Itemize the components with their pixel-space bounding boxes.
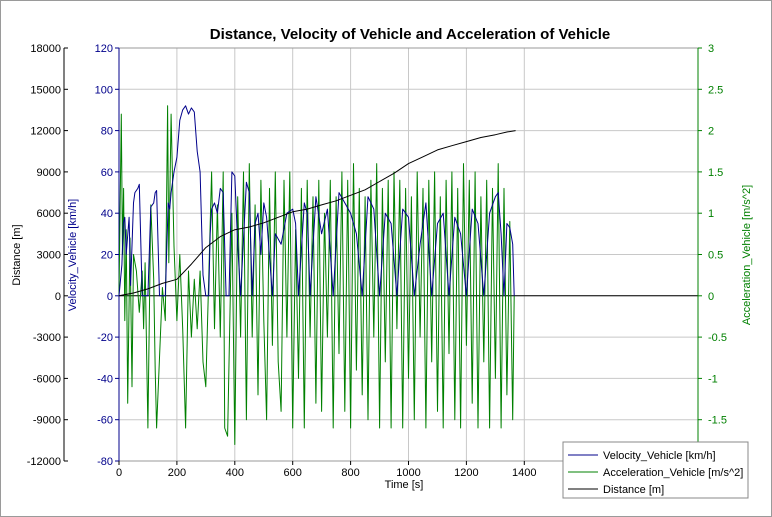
distance-tick-label: 18000 xyxy=(30,43,61,55)
acceleration-tick-label: 1.5 xyxy=(708,167,723,179)
chart-title: Distance, Velocity of Vehicle and Accele… xyxy=(210,26,610,43)
distance-axis-label: Distance [m] xyxy=(11,224,23,285)
velocity-tick-label: 0 xyxy=(107,291,113,303)
acceleration-tick-label: -1.5 xyxy=(708,415,727,427)
x-tick-label: 1000 xyxy=(396,467,420,479)
acceleration-tick-label: -0.5 xyxy=(708,332,727,344)
velocity-tick-label: 120 xyxy=(95,43,113,55)
velocity-axis-label: Velocity_Vehicle [km/h] xyxy=(67,199,79,312)
distance-tick-label: 6000 xyxy=(37,208,61,220)
velocity-tick-label: 80 xyxy=(101,126,113,138)
distance-tick-label: 12000 xyxy=(30,126,61,138)
legend-label-acceleration: Acceleration_Vehicle [m/s^2] xyxy=(603,467,743,479)
x-tick-label: 600 xyxy=(284,467,302,479)
velocity-axis: -80 -60 -40 -20 0 20 40 60 80 100 120 xyxy=(95,43,120,468)
series-line-velocity xyxy=(118,105,515,297)
velocity-tick-label: -40 xyxy=(97,373,113,385)
series-layer xyxy=(118,105,516,445)
x-tick-label: 400 xyxy=(226,467,244,479)
acceleration-tick-label: 0.5 xyxy=(708,250,723,262)
x-tick-label: 0 xyxy=(116,467,122,479)
velocity-tick-label: 40 xyxy=(101,208,113,220)
velocity-tick-label: 60 xyxy=(101,167,113,179)
legend-label-distance: Distance [m] xyxy=(603,484,664,496)
velocity-tick-label: -20 xyxy=(97,332,113,344)
x-tick-label: 200 xyxy=(168,467,186,479)
velocity-tick-label: 100 xyxy=(95,84,113,96)
distance-tick-label: 15000 xyxy=(30,84,61,96)
distance-tick-label: 3000 xyxy=(37,250,61,262)
acceleration-axis: -1.5 -1 -0.5 0 0.5 1 1.5 2 2.5 3 xyxy=(697,43,727,461)
acceleration-tick-label: 3 xyxy=(708,43,714,55)
velocity-tick-label: -60 xyxy=(97,415,113,427)
legend-label-velocity: Velocity_Vehicle [km/h] xyxy=(603,450,716,462)
x-tick-label: 1200 xyxy=(454,467,478,479)
x-tick-label: 800 xyxy=(341,467,359,479)
series-line-distance xyxy=(118,130,516,297)
distance-tick-label: -3000 xyxy=(33,332,61,344)
legend: Velocity_Vehicle [km/h] Acceleration_Veh… xyxy=(562,441,749,499)
distance-tick-label: 9000 xyxy=(37,167,61,179)
x-axis: 0 200 400 600 800 1000 1200 1400 xyxy=(116,461,537,479)
distance-tick-label: -12000 xyxy=(27,456,61,468)
acceleration-tick-label: 0 xyxy=(708,291,714,303)
distance-tick-label: -6000 xyxy=(33,373,61,385)
acceleration-axis-label: Acceleration_Vehicle [m/s^2] xyxy=(741,185,753,325)
distance-tick-label: 0 xyxy=(55,291,61,303)
series-line-acceleration xyxy=(118,105,515,445)
acceleration-tick-label: -1 xyxy=(708,373,718,385)
velocity-tick-label: -80 xyxy=(97,456,113,468)
distance-axis: -12000 -9000 -6000 -3000 0 3000 6000 9000 12000 1… xyxy=(27,43,68,468)
acceleration-tick-label: 2.5 xyxy=(708,84,723,96)
grid xyxy=(118,47,698,462)
acceleration-tick-label: 1 xyxy=(708,208,714,220)
x-axis-label: Time [s] xyxy=(385,479,424,491)
acceleration-tick-label: 2 xyxy=(708,126,714,138)
distance-tick-label: -9000 xyxy=(33,415,61,427)
velocity-tick-label: 20 xyxy=(101,250,113,262)
x-tick-label: 1400 xyxy=(512,467,536,479)
